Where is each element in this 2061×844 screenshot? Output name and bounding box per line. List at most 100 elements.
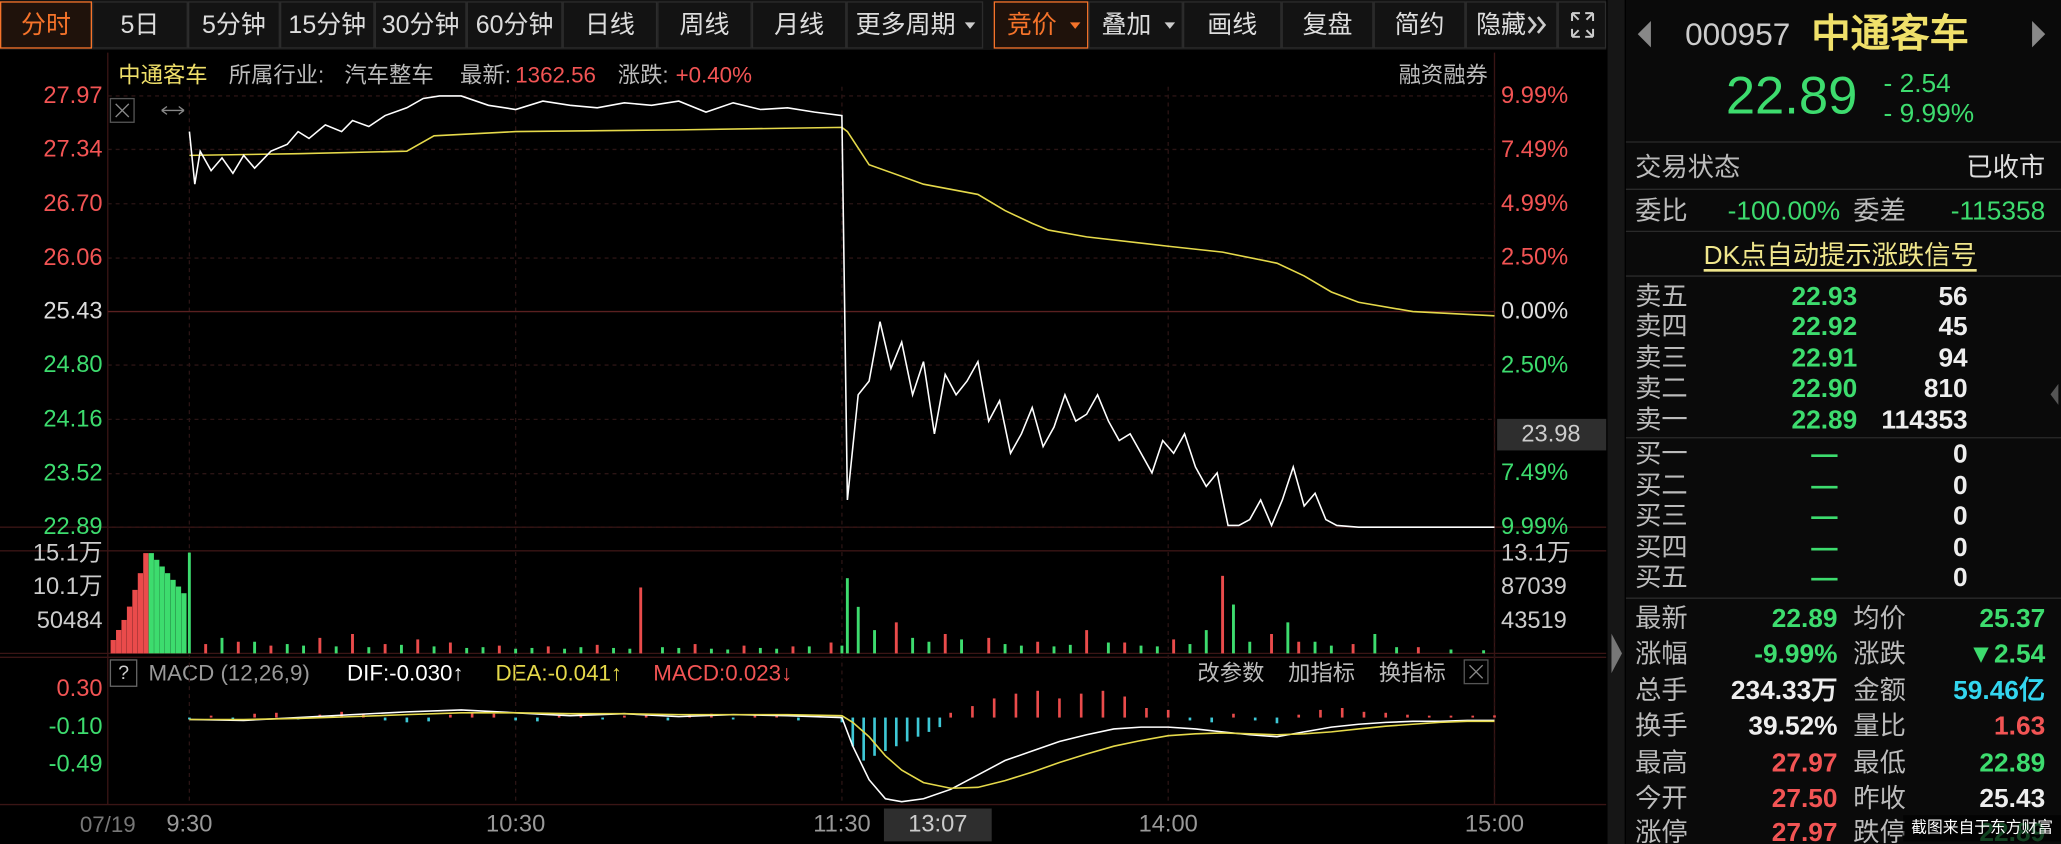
stat-value: 25.37 <box>1979 603 2045 633</box>
dropdown-caret <box>964 22 976 29</box>
y-tick-label: 26.06 <box>43 245 102 271</box>
watermark: 截图来自于东方财富 <box>1911 819 2053 837</box>
volume-bar <box>927 641 931 654</box>
date-label: 07/19 <box>80 812 136 837</box>
volume-bar <box>742 645 746 654</box>
tab-label: 竞价 <box>1007 11 1057 39</box>
tab[interactable] <box>1281 1 1374 49</box>
macd-bar <box>927 717 931 732</box>
macd-bar <box>209 715 213 718</box>
macd-bar <box>666 717 670 721</box>
cursor-value-box <box>1497 418 1607 451</box>
macd-bar <box>1232 713 1235 718</box>
volume-bar <box>383 644 387 654</box>
tab[interactable] <box>846 1 984 49</box>
stat-label: 跌停 <box>1853 817 1906 844</box>
volume-bar <box>351 633 354 654</box>
tab-label: 更多周期 <box>856 11 956 39</box>
book-label: 买四 <box>1635 532 1688 562</box>
book-label: 卖三 <box>1635 343 1688 373</box>
macd-bar <box>894 717 898 747</box>
tab-label: 5分钟 <box>202 11 266 39</box>
signal-link[interactable]: DK点自动提示涨跌信号 <box>1704 240 1977 270</box>
volume-bar <box>1036 641 1040 654</box>
stat-value: 1.63 <box>1994 711 2045 741</box>
macd-bar <box>1340 707 1344 718</box>
macd-bar <box>884 717 887 752</box>
margin-trading[interactable]: 融资融券 <box>1399 62 1488 87</box>
volume-bar <box>639 587 643 654</box>
stat-label: 量比 <box>1853 711 1906 741</box>
volume-bar <box>960 639 964 654</box>
stat-value: 39.52% <box>1748 711 1837 741</box>
macd-bar <box>1362 711 1366 718</box>
price-line <box>189 126 1495 317</box>
volume-bar <box>1416 647 1420 654</box>
tab[interactable] <box>1373 1 1466 49</box>
book-price: 22.90 <box>1792 373 1858 403</box>
indicator-button[interactable]: 改参数 <box>1197 661 1264 686</box>
edge-arrow[interactable] <box>2050 383 2059 405</box>
tab-label: 简约 <box>1395 11 1445 39</box>
volume-bar <box>709 648 713 654</box>
y-tick-label: 25.43 <box>43 299 102 325</box>
volume-bar <box>121 619 127 654</box>
y2-tick-label: 2.50% <box>1501 245 1568 271</box>
tab-label: 分时 <box>21 11 71 39</box>
volume-bar <box>612 647 615 654</box>
volume-bar <box>1248 641 1252 654</box>
resize-icon[interactable] <box>161 105 185 115</box>
volume-bar <box>465 647 469 654</box>
macd-bar <box>731 717 735 720</box>
book-volume: 94 <box>1938 343 1968 373</box>
tab[interactable] <box>279 1 375 49</box>
panel-splitter[interactable] <box>1607 0 1625 844</box>
close-indicator[interactable] <box>1463 659 1489 685</box>
volume-bar <box>911 637 915 654</box>
tab[interactable] <box>1182 1 1282 49</box>
next-stock[interactable] <box>2032 21 2046 48</box>
volume-bar <box>1313 641 1317 654</box>
tab[interactable] <box>92 1 188 49</box>
macd-bar <box>1253 717 1257 721</box>
tab[interactable] <box>751 1 847 49</box>
cursor-time: 13:07 <box>908 811 967 837</box>
volume-bar <box>110 640 116 654</box>
indicator-button[interactable]: 换指标 <box>1379 661 1446 686</box>
close-icon[interactable] <box>109 97 135 123</box>
collapse-arrow[interactable] <box>1611 633 1622 674</box>
book-volume: 0 <box>1953 500 1968 530</box>
prev-stock[interactable] <box>1637 21 1651 48</box>
industry-label: 所属行业: <box>229 62 325 87</box>
tab[interactable] <box>562 1 658 49</box>
tab[interactable] <box>187 1 280 49</box>
volume-bar <box>399 644 403 654</box>
book-volume: 0 <box>1953 562 1968 592</box>
volume-bar <box>677 647 681 654</box>
macd-bar <box>1079 693 1083 718</box>
macd-bar <box>1275 717 1279 724</box>
fullscreen-button[interactable] <box>1557 1 1607 49</box>
indicator-button[interactable]: 加指标 <box>1288 661 1355 686</box>
tab[interactable] <box>657 1 752 49</box>
macd-bar <box>470 712 474 718</box>
help-icon[interactable] <box>109 659 138 687</box>
tab[interactable] <box>0 1 93 49</box>
volume-bar <box>595 644 599 654</box>
macd-bar <box>1123 696 1127 718</box>
book-label: 卖四 <box>1635 311 1688 341</box>
y2-tick-label: 4.99% <box>1501 191 1568 217</box>
dea-label: DEA:-0.041↑ <box>496 661 623 686</box>
tab[interactable] <box>466 1 563 49</box>
tab[interactable] <box>1465 1 1558 49</box>
volume-bar <box>481 647 485 654</box>
volume-bar <box>1068 644 1072 654</box>
tab-label: 30分钟 <box>382 11 460 39</box>
x-tick-label: 10:30 <box>486 811 545 837</box>
stat-value: 234.33万 <box>1731 675 1838 705</box>
y2-tick-label: 2.50% <box>1501 353 1568 379</box>
y-tick-label: 24.16 <box>43 406 102 432</box>
latest-label: 最新: <box>460 62 511 87</box>
volume-bar <box>1019 645 1023 654</box>
tab[interactable] <box>374 1 467 49</box>
